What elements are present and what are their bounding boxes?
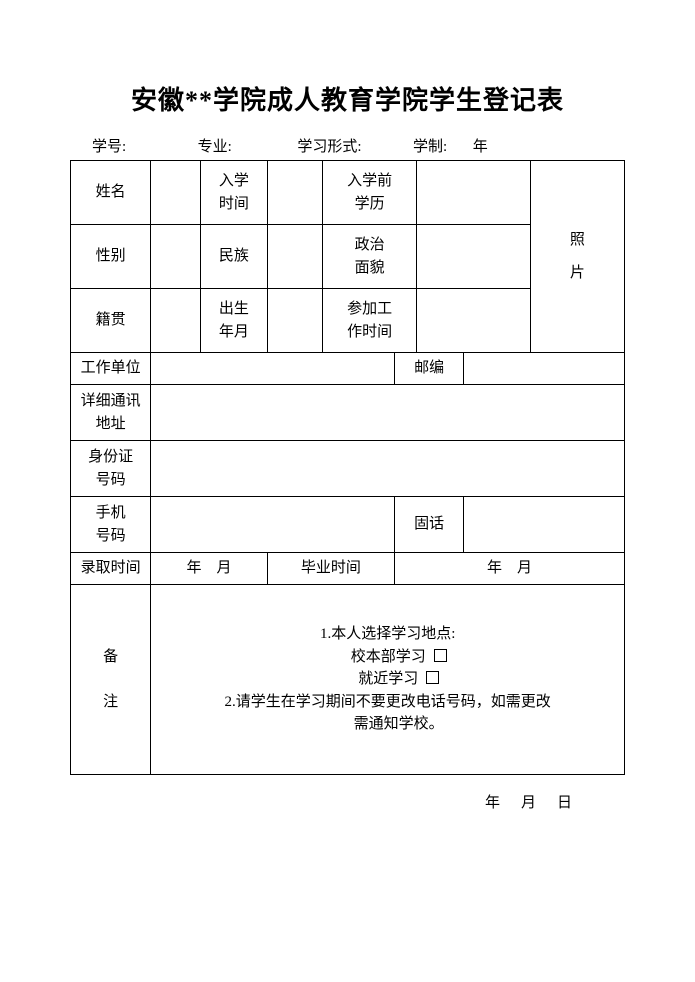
postcode-value[interactable] [464,353,625,385]
address-label: 详细通讯 地址 [71,385,151,441]
name-value[interactable] [151,161,201,225]
study-mode-label: 学习形式: [297,139,361,155]
phone-label: 手机 号码 [71,497,151,553]
notes-label: 备 注 [71,585,151,775]
enroll-time-value[interactable] [267,161,322,225]
work-start-label: 参加工 作时间 [323,289,417,353]
notes-line2a: 2.请学生在学习期间不要更改电话号码，如需更改 [153,691,622,714]
political-label: 政治 面貌 [323,225,417,289]
work-unit-value[interactable] [151,353,395,385]
pre-edu-label: 入学前 学历 [323,161,417,225]
birth-value[interactable] [267,289,322,353]
ethnic-label: 民族 [201,225,267,289]
address-value[interactable] [151,385,625,441]
native-value[interactable] [151,289,201,353]
admit-time-value[interactable]: 年 月 [151,553,267,585]
landline-value[interactable] [464,497,625,553]
notes-opt1[interactable]: 校本部学习 [153,646,622,669]
registration-table: 姓名 入学 时间 入学前 学历 照 片 性别 民族 政治 面貌 籍贯 出生 年月… [70,160,625,775]
duration-label: 学制: [413,139,447,155]
name-label: 姓名 [71,161,151,225]
notes-line2b: 需通知学校。 [153,713,622,736]
student-no-label: 学号: [92,139,126,155]
id-value[interactable] [151,441,625,497]
grad-time-label: 毕业时间 [267,553,394,585]
grad-time-value[interactable]: 年 月 [395,553,625,585]
notes-line1: 1.本人选择学习地点: [153,623,622,646]
birth-label: 出生 年月 [201,289,267,353]
political-value[interactable] [417,225,531,289]
footer-date: 年 月 日 [70,791,625,812]
page-title: 安徽**学院成人教育学院学生登记表 [70,80,625,117]
postcode-label: 邮编 [395,353,464,385]
major-label: 专业: [198,139,232,155]
gender-value[interactable] [151,225,201,289]
phone-value[interactable] [151,497,395,553]
notes-opt2[interactable]: 就近学习 [153,668,622,691]
header-line: 学号: 专业: 学习形式: 学制: 年 [70,135,625,156]
landline-label: 固话 [395,497,464,553]
id-label: 身份证 号码 [71,441,151,497]
native-label: 籍贯 [71,289,151,353]
photo-cell[interactable]: 照 片 [530,161,624,353]
pre-edu-value[interactable] [417,161,531,225]
enroll-time-label: 入学 时间 [201,161,267,225]
ethnic-value[interactable] [267,225,322,289]
duration-unit: 年 [473,139,488,155]
work-start-value[interactable] [417,289,531,353]
notes-content: 1.本人选择学习地点: 校本部学习 就近学习 2.请学生在学习期间不要更改电话号… [151,585,625,775]
checkbox-icon[interactable] [434,649,447,662]
checkbox-icon[interactable] [426,671,439,684]
admit-time-label: 录取时间 [71,553,151,585]
work-unit-label: 工作单位 [71,353,151,385]
gender-label: 性别 [71,225,151,289]
